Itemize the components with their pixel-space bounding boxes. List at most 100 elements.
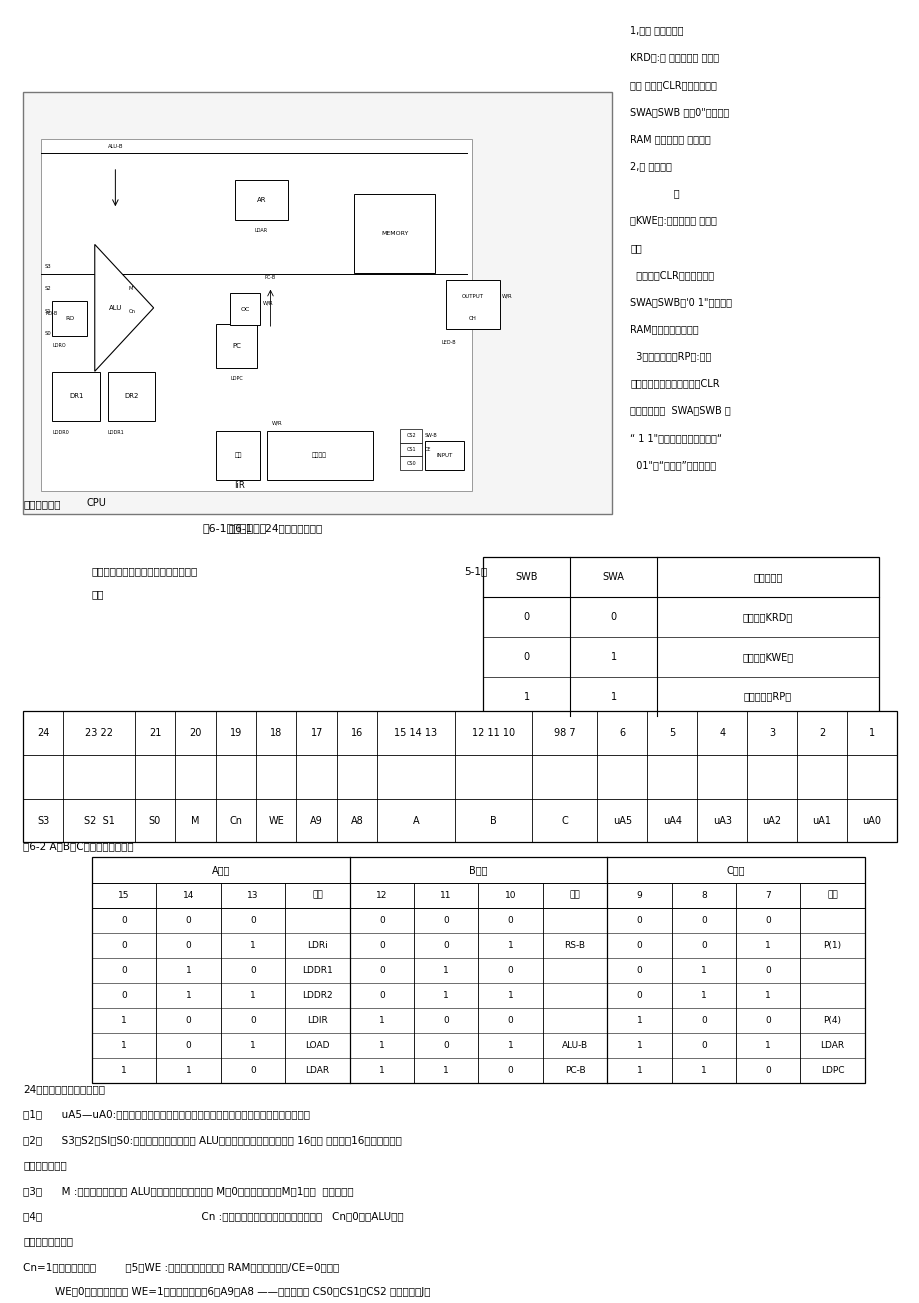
- Text: 3、启动程序（RP）:下载: 3、启动程序（RP）:下载: [630, 352, 710, 361]
- Text: 0: 0: [765, 966, 770, 975]
- Text: 除按键（CLR）后，控制台: 除按键（CLR）后，控制台: [630, 270, 713, 280]
- Text: 的某一种操作。: 的某一种操作。: [23, 1160, 67, 1170]
- Bar: [234, 180, 288, 220]
- Text: 1: 1: [765, 1041, 770, 1050]
- Text: 17: 17: [311, 727, 323, 737]
- Text: 1: 1: [379, 1016, 384, 1024]
- Text: C: C: [561, 816, 567, 826]
- Text: A字段: A字段: [211, 865, 230, 876]
- Text: RO-B: RO-B: [45, 311, 57, 317]
- Text: 1: 1: [868, 727, 874, 737]
- Text: 1: 1: [443, 990, 448, 999]
- Text: 0: 0: [765, 1016, 770, 1024]
- Text: 动程序运行。: 动程序运行。: [23, 499, 61, 509]
- Text: 0: 0: [636, 916, 641, 925]
- Text: 0: 0: [186, 941, 191, 950]
- Text: A9: A9: [310, 816, 323, 826]
- Text: 选择: 选择: [312, 890, 323, 899]
- Text: SW-B: SW-B: [425, 433, 437, 438]
- Text: uA0: uA0: [862, 816, 880, 826]
- Text: P(4): P(4): [823, 1016, 841, 1024]
- Text: 1: 1: [186, 990, 191, 999]
- Text: 启动程序（RP）: 启动程序（RP）: [743, 692, 791, 701]
- Text: LDDR2: LDDR2: [301, 990, 333, 999]
- Text: CS1: CS1: [406, 447, 415, 452]
- Text: 1: 1: [250, 1041, 255, 1050]
- Text: DR1: DR1: [69, 394, 84, 400]
- Text: 2,存 储器写操: 2,存 储器写操: [630, 162, 672, 171]
- Text: 0: 0: [250, 1066, 255, 1075]
- Text: 0: 0: [250, 916, 255, 925]
- Bar: [216, 324, 256, 367]
- Text: 0: 0: [610, 612, 616, 622]
- Text: ALU-B: ALU-B: [108, 145, 123, 150]
- Text: LDAR: LDAR: [820, 1041, 844, 1050]
- Text: uA4: uA4: [662, 816, 681, 826]
- Text: 0: 0: [507, 1066, 513, 1075]
- Bar: [400, 456, 422, 470]
- Text: 3: 3: [768, 727, 775, 737]
- Text: 0: 0: [186, 1041, 191, 1050]
- Bar: [52, 301, 87, 336]
- Text: 0: 0: [250, 1016, 255, 1024]
- Text: ALU-B: ALU-B: [562, 1041, 587, 1050]
- Text: 根据以上要求设计数据通路框图，如图: 根据以上要求设计数据通路框图，如图: [92, 567, 198, 576]
- Text: 1: 1: [250, 941, 255, 950]
- Text: CH: CH: [469, 315, 476, 321]
- Text: 1: 1: [700, 966, 706, 975]
- Text: 1: 1: [121, 1016, 127, 1024]
- Text: LDDR1: LDDR1: [301, 966, 333, 975]
- Text: OUTPUT: OUTPUT: [461, 293, 483, 298]
- Text: 0: 0: [379, 941, 384, 950]
- Text: 21: 21: [149, 727, 161, 737]
- Text: 1: 1: [507, 990, 513, 999]
- Text: PC-B: PC-B: [564, 1066, 584, 1075]
- Text: S3: S3: [44, 265, 51, 270]
- Text: 0: 0: [379, 990, 384, 999]
- Text: 0: 0: [700, 941, 706, 950]
- Text: 时最低位有进位，: 时最低位有进位，: [23, 1237, 73, 1247]
- Text: 示。: 示。: [92, 589, 105, 599]
- Text: 6: 6: [618, 727, 625, 737]
- Text: 1: 1: [610, 692, 616, 701]
- Text: 0: 0: [636, 966, 641, 975]
- Text: 20: 20: [189, 727, 201, 737]
- Text: 读内存（KRD）: 读内存（KRD）: [742, 612, 792, 622]
- Text: 4: 4: [719, 727, 724, 737]
- Text: 15: 15: [119, 890, 130, 899]
- Text: ）后，控制台  SWA、SWB 为: ）后，控制台 SWA、SWB 为: [630, 405, 731, 416]
- Text: SWA、SWB 为为0"时，可对: SWA、SWB 为为0"时，可对: [630, 107, 729, 117]
- Bar: [400, 429, 422, 443]
- Text: 0: 0: [700, 1016, 706, 1024]
- Text: 18: 18: [270, 727, 282, 737]
- Text: RS-B: RS-B: [564, 941, 584, 950]
- Text: 0: 0: [507, 966, 513, 975]
- Text: 19: 19: [230, 727, 242, 737]
- Text: A8: A8: [350, 816, 363, 826]
- Text: 24: 24: [37, 727, 50, 737]
- Text: S0: S0: [44, 331, 51, 336]
- Text: 0: 0: [443, 1041, 448, 1050]
- Text: 0: 0: [443, 941, 448, 950]
- Bar: [425, 442, 463, 470]
- Text: WE: WE: [268, 816, 284, 826]
- Text: 16: 16: [351, 727, 363, 737]
- Text: M: M: [191, 816, 199, 826]
- Text: AR: AR: [256, 197, 266, 203]
- Text: 23 22: 23 22: [85, 727, 113, 737]
- Polygon shape: [95, 245, 153, 371]
- Text: uA1: uA1: [811, 816, 831, 826]
- Text: uA5: uA5: [612, 816, 631, 826]
- Text: S0: S0: [149, 816, 161, 826]
- Text: 1: 1: [523, 692, 529, 701]
- Text: CPU: CPU: [86, 499, 107, 508]
- Text: B字段: B字段: [469, 865, 487, 876]
- Text: 1: 1: [443, 1066, 448, 1075]
- Text: 0: 0: [507, 916, 513, 925]
- Text: RAM连续手动写操作。: RAM连续手动写操作。: [630, 324, 698, 334]
- Text: 11: 11: [440, 890, 451, 899]
- Text: LDAR: LDAR: [305, 1066, 329, 1075]
- Text: A: A: [413, 816, 419, 826]
- Text: 0: 0: [121, 990, 127, 999]
- Text: 98 7: 98 7: [553, 727, 574, 737]
